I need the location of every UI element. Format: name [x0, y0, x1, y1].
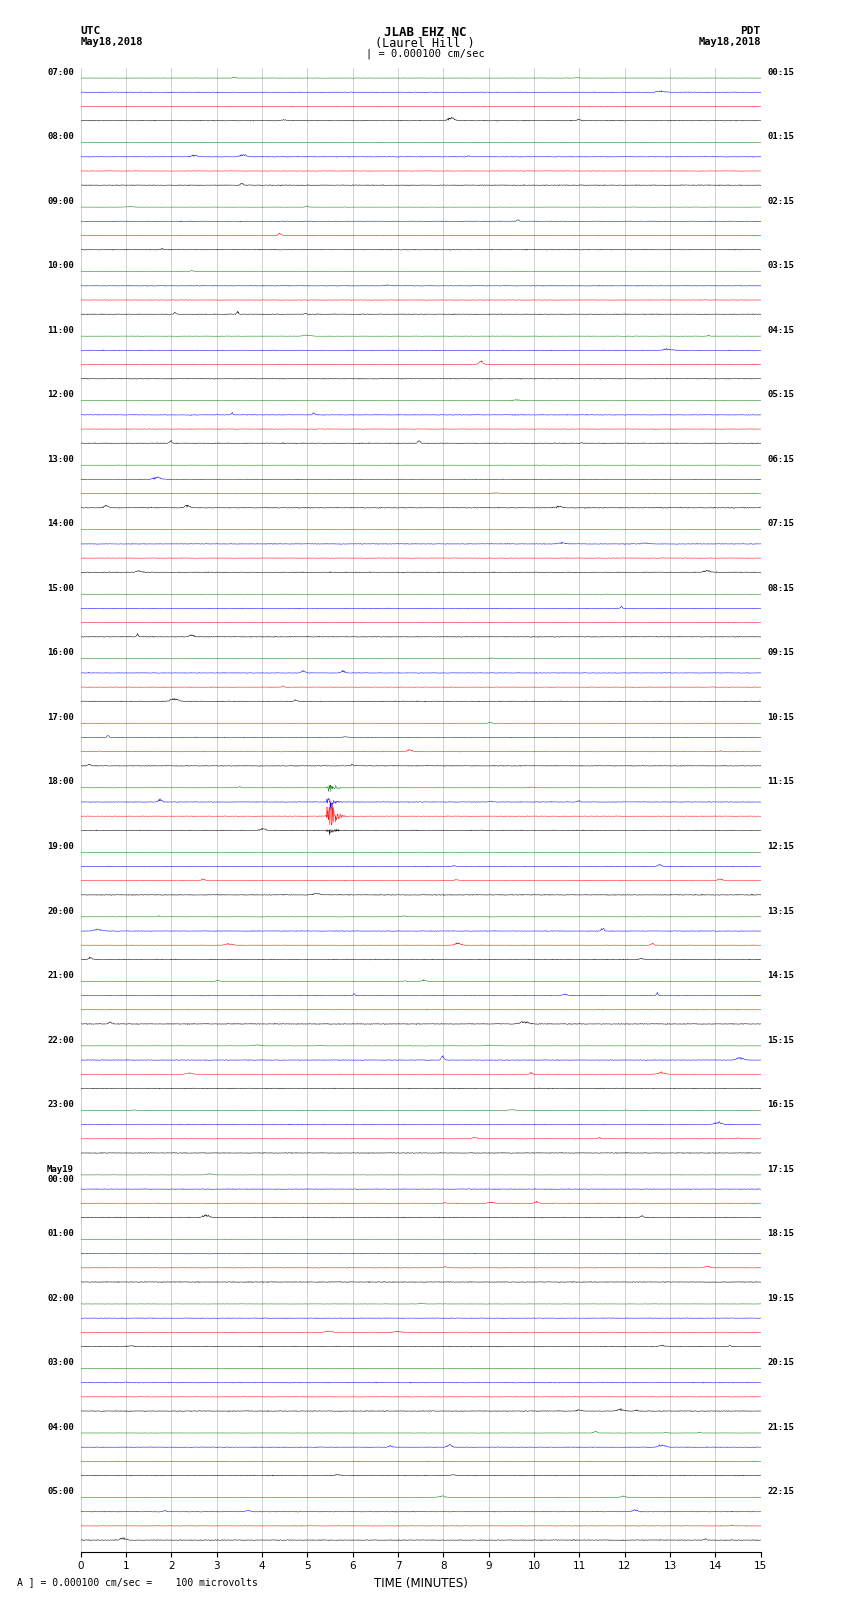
Text: 20:00: 20:00: [47, 907, 74, 916]
Text: May19
00:00: May19 00:00: [47, 1165, 74, 1184]
Text: 05:15: 05:15: [768, 390, 795, 400]
Text: 21:00: 21:00: [47, 971, 74, 981]
Text: 10:00: 10:00: [47, 261, 74, 271]
Text: 08:00: 08:00: [47, 132, 74, 142]
Text: 19:15: 19:15: [768, 1294, 795, 1303]
Text: 11:00: 11:00: [47, 326, 74, 336]
Text: 04:15: 04:15: [768, 326, 795, 336]
Text: 01:00: 01:00: [47, 1229, 74, 1239]
Text: 22:15: 22:15: [768, 1487, 795, 1497]
Text: 15:00: 15:00: [47, 584, 74, 594]
Text: 03:00: 03:00: [47, 1358, 74, 1368]
Text: 19:00: 19:00: [47, 842, 74, 852]
Text: 09:15: 09:15: [768, 648, 795, 658]
Text: 17:15: 17:15: [768, 1165, 795, 1174]
Text: 10:15: 10:15: [768, 713, 795, 723]
Text: 07:00: 07:00: [47, 68, 74, 77]
Text: 16:00: 16:00: [47, 648, 74, 658]
Text: A ] = 0.000100 cm/sec =    100 microvolts: A ] = 0.000100 cm/sec = 100 microvolts: [17, 1578, 258, 1587]
Text: 08:15: 08:15: [768, 584, 795, 594]
Text: UTC: UTC: [81, 26, 101, 35]
Text: 02:15: 02:15: [768, 197, 795, 206]
Text: May18,2018: May18,2018: [698, 37, 761, 47]
Text: 16:15: 16:15: [768, 1100, 795, 1110]
Text: 01:15: 01:15: [768, 132, 795, 142]
Text: 15:15: 15:15: [768, 1036, 795, 1045]
Text: 00:15: 00:15: [768, 68, 795, 77]
Text: May18,2018: May18,2018: [81, 37, 144, 47]
Text: 02:00: 02:00: [47, 1294, 74, 1303]
Text: 07:15: 07:15: [768, 519, 795, 529]
Text: 09:00: 09:00: [47, 197, 74, 206]
Text: 06:15: 06:15: [768, 455, 795, 465]
Text: 12:15: 12:15: [768, 842, 795, 852]
Text: PDT: PDT: [740, 26, 761, 35]
Text: | = 0.000100 cm/sec: | = 0.000100 cm/sec: [366, 48, 484, 60]
Text: 20:15: 20:15: [768, 1358, 795, 1368]
Text: 14:15: 14:15: [768, 971, 795, 981]
Text: 12:00: 12:00: [47, 390, 74, 400]
Text: (Laurel Hill ): (Laurel Hill ): [375, 37, 475, 50]
Text: 13:15: 13:15: [768, 907, 795, 916]
Text: 18:00: 18:00: [47, 777, 74, 787]
Text: 03:15: 03:15: [768, 261, 795, 271]
Text: JLAB EHZ NC: JLAB EHZ NC: [383, 26, 467, 39]
Text: 21:15: 21:15: [768, 1423, 795, 1432]
Text: 23:00: 23:00: [47, 1100, 74, 1110]
X-axis label: TIME (MINUTES): TIME (MINUTES): [374, 1578, 468, 1590]
Text: 04:00: 04:00: [47, 1423, 74, 1432]
Text: 05:00: 05:00: [47, 1487, 74, 1497]
Text: 22:00: 22:00: [47, 1036, 74, 1045]
Text: 14:00: 14:00: [47, 519, 74, 529]
Text: 13:00: 13:00: [47, 455, 74, 465]
Text: 11:15: 11:15: [768, 777, 795, 787]
Text: 17:00: 17:00: [47, 713, 74, 723]
Text: 18:15: 18:15: [768, 1229, 795, 1239]
